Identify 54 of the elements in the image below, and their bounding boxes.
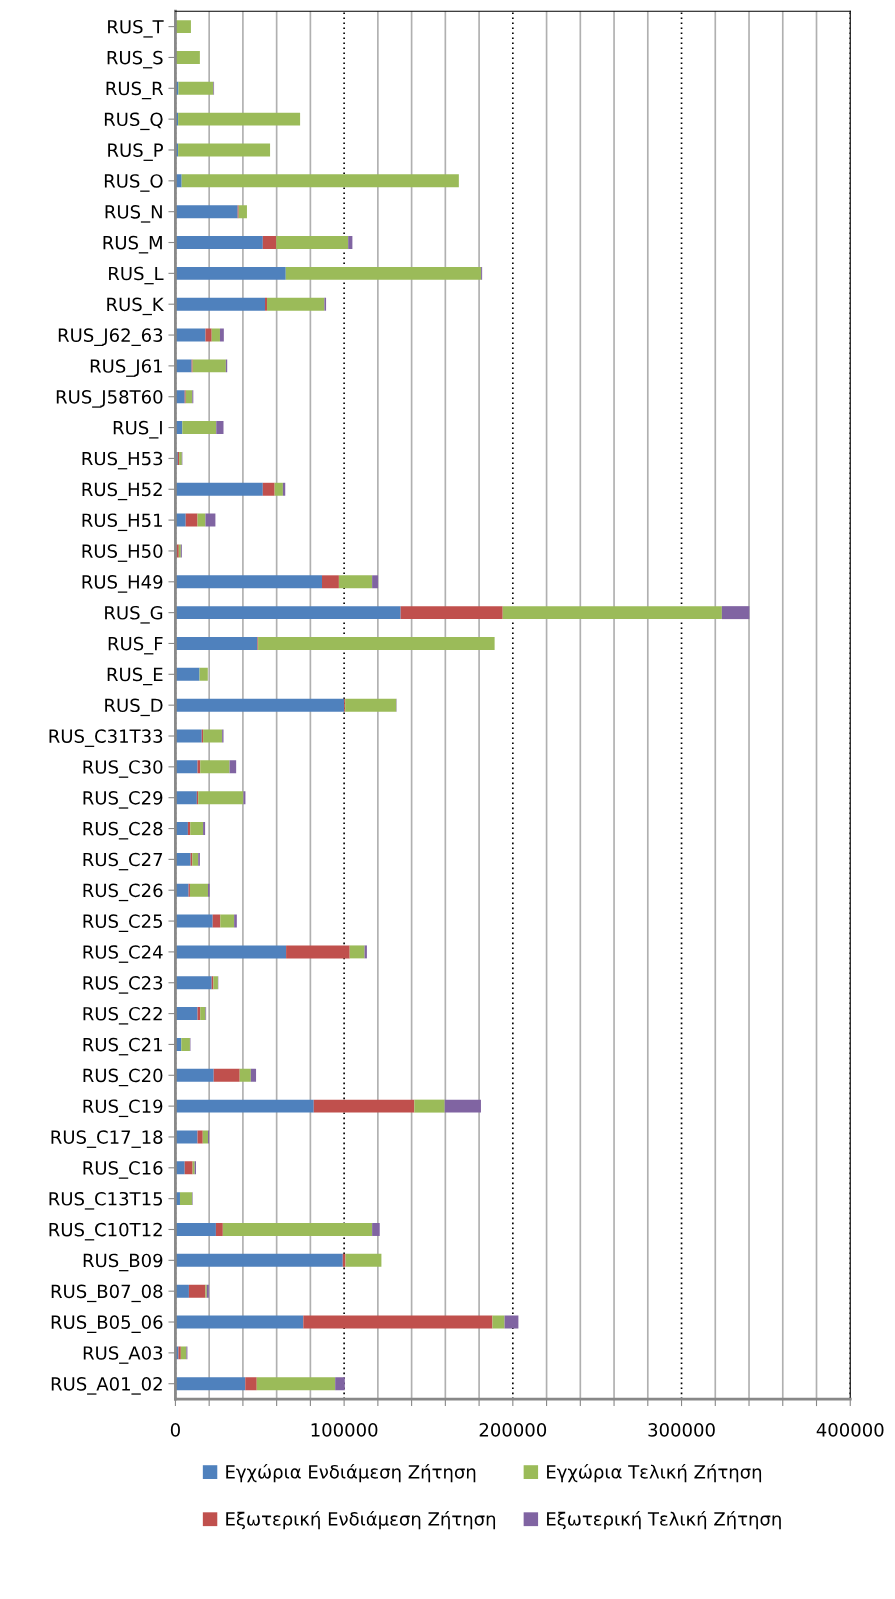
y-tick-label: RUS_C27 <box>83 852 163 871</box>
y-tick-label: RUS_C23 <box>83 976 163 994</box>
y-tick-label: RUS_K <box>107 297 164 316</box>
y-tick-label: RUS_C16 <box>83 1161 163 1179</box>
legend-label: Εξωτερική Ενδιάμεση Ζήτηση <box>226 1511 496 1530</box>
y-tick-label: RUS_C28 <box>83 821 163 840</box>
x-tick-label: 200000 <box>479 1423 547 1437</box>
y-tick-label: RUS_F <box>108 636 163 655</box>
x-tick-label: 300000 <box>648 1423 715 1437</box>
y-tick-label: RUS_R <box>106 81 164 100</box>
y-tick-label: RUS_C22 <box>83 1006 162 1025</box>
y-tick-label: RUS_C19 <box>83 1099 163 1118</box>
y-tick-label: RUS_C31T33 <box>49 729 163 747</box>
y-tick-label: RUS_C13T15 <box>49 1191 163 1210</box>
y-tick-label: RUS_H50 <box>82 544 163 562</box>
y-tick-label: RUS_E <box>107 667 163 686</box>
y-tick-label: RUS_G <box>105 605 163 624</box>
y-tick-label: RUS_B07_08 <box>51 1284 163 1303</box>
y-tick-label: RUS_C25 <box>83 914 163 933</box>
y-tick-label: RUS_A03 <box>83 1346 163 1364</box>
y-tick-label: RUS_C26 <box>83 883 163 902</box>
legend-label: Εγχώρια Ενδιάμεση Ζήτηση <box>226 1463 476 1483</box>
y-tick-label: RUS_J62_63 <box>58 328 163 346</box>
y-tick-label: RUS_N <box>105 204 162 223</box>
y-tick-label: RUS_I <box>113 420 162 439</box>
y-tick-label: RUS_C10T12 <box>49 1222 162 1241</box>
y-tick-label: RUS_M <box>103 235 162 254</box>
y-tick-label: RUS_J61 <box>90 359 162 377</box>
x-tick-label: 0 <box>170 1423 180 1437</box>
y-tick-label: RUS_B09 <box>83 1253 163 1272</box>
y-tick-label: RUS_H49 <box>82 575 163 593</box>
x-tick-label: 400000 <box>816 1423 884 1437</box>
y-tick-label: RUS_A01_02 <box>51 1377 162 1395</box>
y-tick-label: RUS_J58T60 <box>56 390 163 408</box>
y-tick-label: RUS_L <box>109 266 164 285</box>
legend-label: Εγχώρια Τελική Ζήτηση <box>547 1463 762 1483</box>
y-tick-label: RUS_D <box>105 698 163 717</box>
y-tick-label: RUS_T <box>108 19 164 38</box>
y-tick-label: RUS_B05_06 <box>51 1315 163 1333</box>
y-tick-label: RUS_C29 <box>83 790 163 809</box>
y-tick-label: RUS_P <box>108 143 163 161</box>
y-tick-label: RUS_S <box>107 50 163 69</box>
y-tick-label: RUS_C20 <box>83 1068 163 1087</box>
y-tick-label: RUS_H52 <box>82 482 162 501</box>
y-tick-label: RUS_C24 <box>83 945 163 963</box>
y-tick-label: RUS_C30 <box>83 760 163 778</box>
legend-label: Εξωτερική Τελική Ζήτηση <box>547 1511 781 1530</box>
x-tick-label: 100000 <box>311 1423 378 1437</box>
y-tick-label: RUS_C17_18 <box>51 1130 163 1148</box>
y-tick-label: RUS_O <box>104 174 163 192</box>
y-tick-label: RUS_H51 <box>82 513 162 532</box>
y-tick-label: RUS_C21 <box>83 1037 162 1056</box>
y-tick-label: RUS_Q <box>104 112 163 131</box>
y-tick-label: RUS_H53 <box>82 451 163 470</box>
